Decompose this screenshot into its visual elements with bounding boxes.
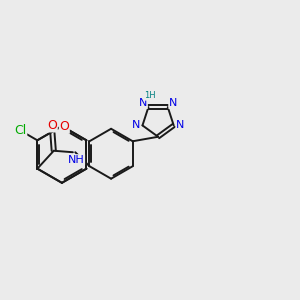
Text: N: N — [132, 120, 140, 130]
Text: O: O — [47, 119, 57, 132]
Text: Cl: Cl — [14, 124, 27, 137]
Text: N: N — [176, 120, 184, 130]
Text: N: N — [169, 98, 177, 109]
Text: 1H: 1H — [144, 91, 156, 100]
Text: NH: NH — [68, 155, 85, 165]
Text: O: O — [59, 120, 69, 133]
Text: N: N — [139, 98, 147, 109]
